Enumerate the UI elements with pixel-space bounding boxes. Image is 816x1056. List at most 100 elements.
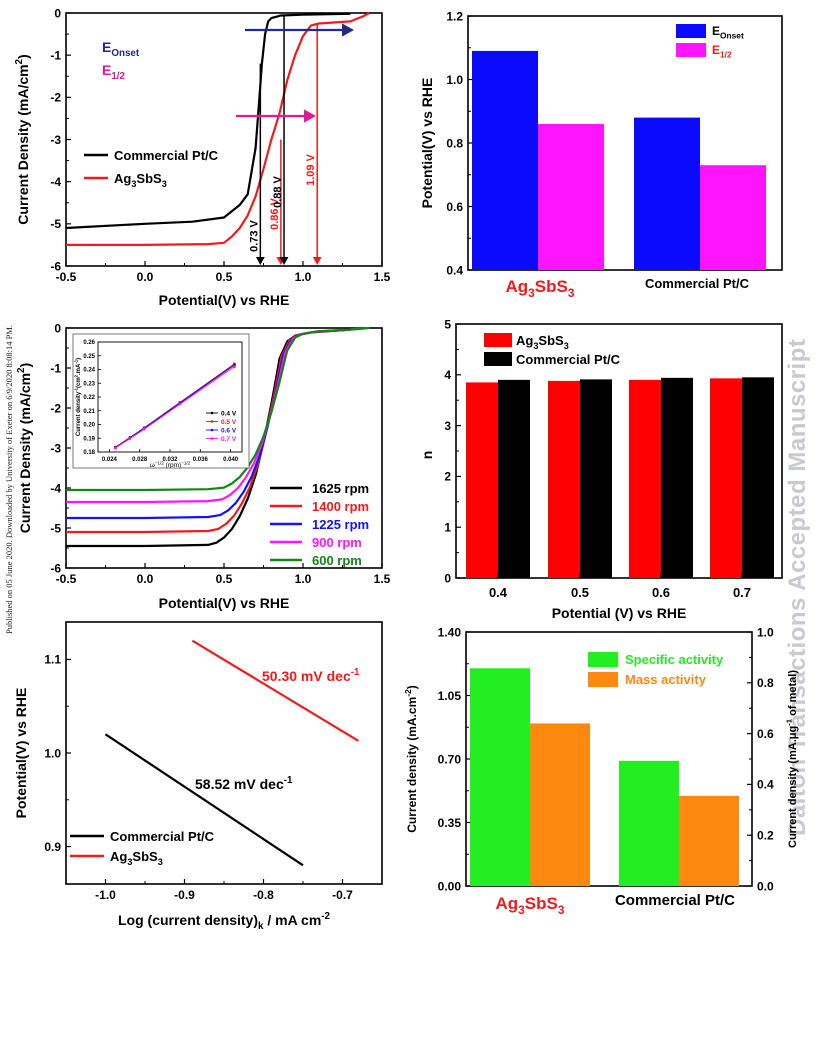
- lsv-y-tick-label: -2: [50, 91, 61, 105]
- tafel-plot-frame: [65, 621, 383, 885]
- lsv-marker-label: 1.09 V: [305, 153, 317, 185]
- tafel-legend-label: Commercial Pt/C: [110, 829, 215, 844]
- tafel-annotation-commercial: 58.52 mV dec-1: [195, 775, 293, 792]
- n-x-tick-label: 0.7: [733, 585, 751, 600]
- rde-y-tick-label: -1: [50, 361, 61, 375]
- lsv-marker-label: 0.73 V: [248, 219, 260, 251]
- tafel-y-tick-label: 1.1: [44, 653, 61, 667]
- lsv-onset-arrowhead: [342, 23, 354, 37]
- rde-x-tick-label: 1.0: [295, 572, 312, 586]
- rde-inset-point: [128, 437, 132, 441]
- n-bar: [742, 377, 774, 578]
- lsv-y-tick-label: -5: [50, 217, 61, 231]
- lsv-marker-label: 0.86 V: [269, 197, 281, 229]
- activity-bar: [530, 723, 590, 886]
- rde-legend-label: 1225 rpm: [312, 517, 369, 532]
- rde-inset-y-tick-label: 0.24: [83, 368, 95, 374]
- rde-inset-y-tick-label: 0.21: [83, 409, 95, 415]
- activity-y-tick-label: 0.00: [438, 879, 462, 893]
- lsv-marker-arrowhead: [279, 257, 289, 265]
- tafel-y-tick-label: 1.0: [44, 746, 61, 760]
- activity-y2-tick-label: 0.8: [757, 676, 774, 690]
- onset-category-label: Commercial Pt/C: [645, 276, 750, 291]
- activity-legend-label: Mass activity: [625, 672, 707, 687]
- n-y-tick-label: 4: [444, 368, 451, 382]
- n-x-axis-label: Potential (V) vs RHE: [552, 605, 687, 621]
- tafel-y-axis-label: Potential(V) vs RHE: [13, 688, 29, 819]
- tafel-x-tick-label: -1.0: [95, 888, 116, 902]
- onset-category-label: Ag3SbS3: [506, 277, 575, 300]
- rde-inset-legend-label: 0.4 V: [221, 411, 237, 418]
- tafel-series-ag3sbs3: [191, 639, 359, 742]
- tafel-annotation-ag3sbs3: 50.30 mV dec-1: [262, 667, 360, 684]
- rde-inset-legend-marker: [210, 420, 214, 423]
- rde-y-tick-label: -6: [50, 561, 61, 575]
- rde-x-axis-label: Potential(V) vs RHE: [159, 595, 290, 611]
- n-y-tick-label: 5: [444, 317, 451, 331]
- onset-y-tick-label: 1.0: [446, 73, 463, 87]
- activity-bar: [619, 760, 679, 886]
- n-bar: [661, 377, 693, 578]
- lsv-x-tick-label: 0.0: [137, 270, 154, 284]
- rde-legend-label: 1400 rpm: [312, 499, 369, 514]
- rde-inset-legend-marker: [210, 411, 214, 415]
- rde-series-600-rpm: [66, 326, 370, 492]
- rde-y-tick-label: -5: [50, 521, 61, 535]
- activity-y2-axis-label: Current density (mA.μg-1 of metal): [784, 670, 799, 848]
- rde-x-tick-label: 1.5: [374, 572, 391, 586]
- rde-x-tick-label: 0.0: [137, 572, 154, 586]
- onset-legend-label: E1/2: [712, 43, 732, 60]
- rde-inset-x-tick-label: 0.040: [223, 457, 239, 463]
- rde-inset-legend-label: 0.6 V: [221, 428, 237, 435]
- rde-inset-legend-label: 0.5 V: [221, 419, 237, 426]
- rde-inset-y-tick-label: 0.20: [83, 423, 95, 429]
- tafel-x-tick-label: -0.9: [174, 888, 195, 902]
- lsv-marker-arrowhead: [255, 257, 265, 265]
- activity-bar: [679, 795, 739, 886]
- n-y-tick-label: 2: [444, 470, 451, 484]
- n-y-tick-label: 3: [444, 419, 451, 433]
- activity-legend-label: Specific activity: [625, 652, 724, 667]
- rde-inset-point: [178, 402, 182, 406]
- activity-y-axis-label: Current density (mA.cm-2): [403, 685, 419, 832]
- lsv-x-tick-label: 1.0: [295, 270, 312, 284]
- activity-bar: [470, 668, 530, 886]
- rde-y-tick-label: -3: [50, 441, 61, 455]
- lsv-y-axis-label: Current Density (mA/cm2): [14, 54, 31, 224]
- lsv-x-axis-label: Potential(V) vs RHE: [159, 292, 290, 308]
- activity-category-label: Ag3SbS3: [496, 894, 565, 917]
- onset-bar: [538, 123, 604, 270]
- rde-x-tick-label: -0.5: [56, 572, 77, 586]
- onset-y-tick-label: 1.2: [446, 9, 463, 23]
- tafel-x-axis-label: Log (current density)k / mA cm-2: [118, 911, 331, 932]
- activity-y2-tick-label: 0.4: [757, 778, 774, 792]
- tafel-x-tick-label: -0.7: [332, 888, 353, 902]
- rde-inset-y-tick-label: 0.26: [83, 340, 95, 346]
- lsv-x-tick-label: 1.5: [374, 270, 391, 284]
- rde-y-axis-label: Current Density (mA/cm2): [16, 363, 33, 533]
- tafel-series-commercial-pt-c: [104, 733, 304, 867]
- lsv-half-arrowhead: [304, 109, 316, 123]
- activity-y-tick-label: 1.05: [438, 689, 462, 703]
- lsv-annotation-onset: EOnset: [102, 39, 140, 59]
- lsv-y-tick-label: 0: [54, 6, 61, 20]
- onset-y-axis-label: Potential(V) vs RHE: [419, 78, 435, 209]
- activity-y2-tick-label: 0.6: [757, 727, 774, 741]
- rde-y-tick-label: -2: [50, 401, 61, 415]
- n-legend-swatch: [484, 333, 512, 347]
- rde-inset-y-tick-label: 0.25: [83, 354, 95, 360]
- rde-inset-x-tick-label: 0.028: [132, 457, 148, 463]
- rde-inset-x-tick-label: 0.024: [102, 457, 118, 463]
- rde-inset-legend-label: 0.7 V: [221, 436, 237, 443]
- onset-legend-label: EOnset: [712, 24, 744, 41]
- activity-y-tick-label: 0.35: [438, 816, 462, 830]
- lsv-y-tick-label: -3: [50, 133, 61, 147]
- activity-y-tick-label: 1.40: [438, 625, 462, 639]
- rde-inset-y-tick-label: 0.22: [83, 395, 95, 401]
- activity-legend-swatch: [588, 672, 618, 687]
- n-legend-label: Commercial Pt/C: [516, 352, 621, 367]
- lsv-series-ag3sbs3: [66, 12, 370, 246]
- lsv-marker-arrowhead: [312, 257, 322, 265]
- lsv-y-tick-label: -6: [50, 259, 61, 273]
